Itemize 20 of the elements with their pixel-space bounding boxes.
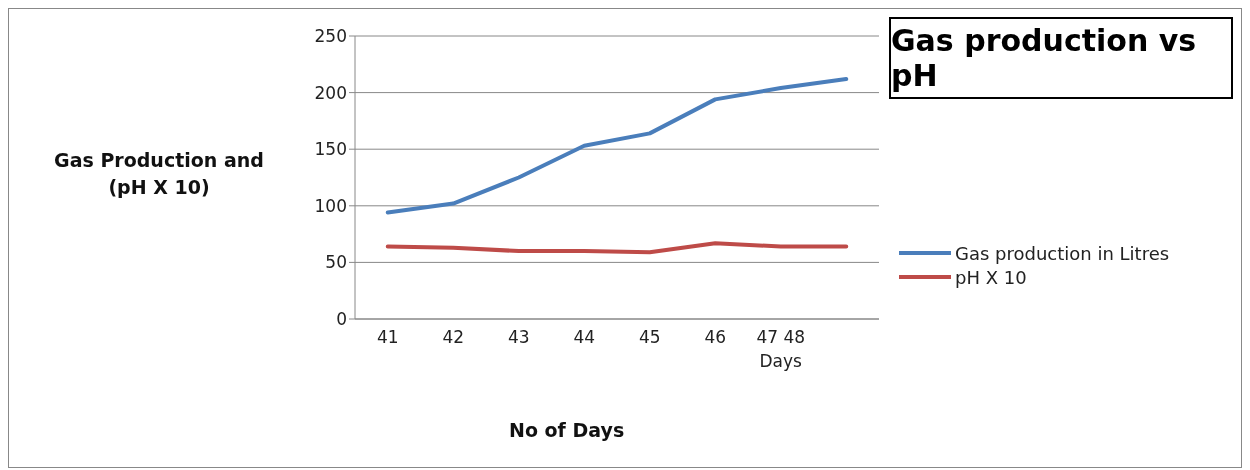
x-tick-label: 41 bbox=[376, 327, 399, 347]
x-tick-label: 44 bbox=[573, 327, 596, 347]
x-tick-label: 42 bbox=[442, 327, 465, 347]
x-axis-title: No of Days bbox=[509, 419, 625, 441]
y-tick-label: 250 bbox=[314, 26, 347, 47]
y-tick-label: 150 bbox=[314, 139, 347, 160]
x-tick-label: 47 48 Days bbox=[756, 327, 806, 371]
legend-label: pH X 10 bbox=[955, 266, 1027, 288]
line-series bbox=[385, 241, 849, 255]
y-tick-label: 100 bbox=[314, 195, 347, 216]
x-tick-label: 46 bbox=[704, 327, 727, 347]
y-tick-label: 200 bbox=[314, 82, 347, 103]
y-tick-label: 0 bbox=[336, 309, 347, 330]
y-axis-title: Gas Production and (pH X 10) bbox=[53, 148, 265, 200]
x-tick-label: 43 bbox=[507, 327, 530, 347]
line-series bbox=[385, 77, 849, 215]
y-tick-label: 50 bbox=[325, 252, 347, 273]
text: Gas production vs pH bbox=[889, 17, 1233, 99]
legend-label: Gas production in Litres bbox=[955, 242, 1170, 264]
x-tick-label: 45 bbox=[638, 327, 661, 347]
